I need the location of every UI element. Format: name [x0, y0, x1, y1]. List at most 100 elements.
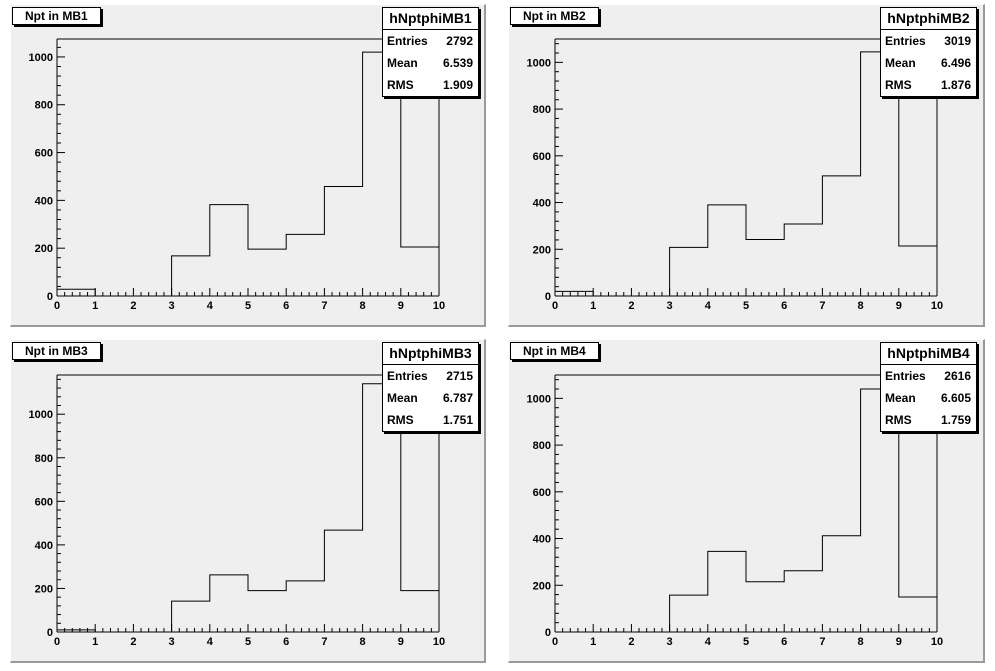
- entries-label: Entries: [885, 369, 926, 383]
- histogram-bin: [401, 247, 439, 296]
- y-tick-label: 400: [35, 540, 53, 552]
- histogram-plot-1: 0 1 2 3 4 5 6 7 8 9 10 0 200 400 600 800 1000: [29, 38, 445, 312]
- entries-value: 2616: [944, 369, 971, 383]
- x-tick-label: 7: [321, 636, 327, 648]
- histogram-bin: [210, 205, 248, 296]
- histogram-bin: [822, 536, 860, 632]
- stats-box: hNptphiMB1 Entries 2792 Mean 6.539 RMS 1.90…: [382, 7, 479, 97]
- y-tick-label: 0: [545, 291, 551, 303]
- histogram-bin: [172, 256, 210, 296]
- mean-label: Mean: [885, 56, 916, 70]
- x-tick-label: 8: [858, 300, 864, 312]
- x-tick-label: 0: [54, 300, 60, 312]
- y-tick-label: 800: [533, 440, 551, 452]
- x-tick-label: 2: [628, 636, 634, 648]
- x-tick-label: 2: [130, 300, 136, 312]
- histogram-bin: [899, 246, 937, 296]
- x-tick-label: 10: [931, 636, 943, 648]
- histogram-name: hNptphiMB4: [881, 343, 976, 365]
- entries-value: 3019: [944, 34, 971, 48]
- histogram-pad-2: 0 1 2 3 4 5 6 7 8 9 10 0 200 400 600 800 1000 Npt in MB2…: [508, 4, 985, 327]
- y-tick-label: 1000: [29, 52, 53, 64]
- x-tick-label: 7: [321, 300, 327, 312]
- rms-value: 1.909: [442, 78, 473, 92]
- x-tick-label: 3: [169, 300, 175, 312]
- histogram-bin: [746, 239, 784, 296]
- mean-value: 6.539: [442, 56, 473, 70]
- x-tick-label: 2: [628, 300, 634, 312]
- y-tick-label: 200: [533, 244, 551, 256]
- x-tick-label: 8: [360, 300, 366, 312]
- histogram-pad-4: 0 1 2 3 4 5 6 7 8 9 10 0 200 400 600 800 1000 Npt in MB4…: [508, 339, 985, 663]
- histogram-bin: [899, 597, 937, 632]
- y-tick-label: 0: [47, 627, 53, 639]
- pad-title: Npt in MB3: [12, 342, 101, 360]
- histogram-bin: [784, 571, 822, 632]
- histogram-bin: [822, 176, 860, 296]
- mean-value: 6.496: [940, 56, 971, 70]
- x-tick-label: 8: [360, 636, 366, 648]
- histogram-bin: [57, 289, 95, 296]
- x-tick-label: 3: [667, 300, 673, 312]
- y-tick-label: 200: [35, 243, 53, 255]
- histogram-pad-3: 0 1 2 3 4 5 6 7 8 9 10 0 200 400 600 800 1000 Npt in MB3…: [10, 339, 486, 663]
- y-tick-label: 800: [35, 453, 53, 465]
- y-tick-label: 600: [35, 148, 53, 160]
- x-tick-label: 5: [245, 300, 251, 312]
- x-tick-label: 6: [283, 636, 289, 648]
- entries-value: 2715: [446, 369, 473, 383]
- pad-title: Npt in MB1: [12, 7, 101, 25]
- histogram-bin: [172, 601, 210, 632]
- y-tick-label: 600: [533, 151, 551, 163]
- x-tick-label: 7: [819, 300, 825, 312]
- x-tick-label: 6: [781, 636, 787, 648]
- pad-title: Npt in MB4: [510, 342, 599, 360]
- rms-label: RMS: [885, 78, 912, 92]
- x-tick-label: 5: [743, 636, 749, 648]
- y-tick-label: 400: [35, 195, 53, 207]
- x-tick-label: 4: [705, 636, 712, 648]
- histogram-bin: [248, 591, 286, 632]
- stats-box: hNptphiMB4 Entries 2616 Mean 6.605 RMS 1.75…: [880, 342, 977, 432]
- histogram-pad-1: 0 1 2 3 4 5 6 7 8 9 10 0 200 400 600 800 1000 Npt in MB1…: [10, 4, 486, 327]
- x-tick-label: 1: [92, 300, 98, 312]
- histogram-plot-2: 0 1 2 3 4 5 6 7 8 9 10 0 200 400 600 800 1000: [527, 38, 943, 312]
- x-tick-label: 9: [398, 300, 404, 312]
- x-tick-label: 1: [92, 636, 98, 648]
- y-tick-label: 0: [545, 627, 551, 639]
- x-tick-label: 3: [667, 636, 673, 648]
- entries-label: Entries: [387, 34, 428, 48]
- x-tick-label: 7: [819, 636, 825, 648]
- histogram-bin: [784, 224, 822, 296]
- x-tick-label: 9: [896, 636, 902, 648]
- x-tick-label: 0: [54, 636, 60, 648]
- histogram-plot-4: 0 1 2 3 4 5 6 7 8 9 10 0 200 400 600 800 1000: [527, 374, 943, 648]
- mean-value: 6.605: [940, 391, 971, 405]
- stats-box: hNptphiMB2 Entries 3019 Mean 6.496 RMS 1.87…: [880, 7, 977, 97]
- x-tick-label: 8: [858, 636, 864, 648]
- x-tick-label: 9: [398, 636, 404, 648]
- x-tick-label: 3: [169, 636, 175, 648]
- histogram-bin: [324, 187, 362, 296]
- x-tick-label: 4: [705, 300, 712, 312]
- x-tick-label: 10: [931, 300, 943, 312]
- entries-label: Entries: [885, 34, 926, 48]
- rms-value: 1.876: [940, 78, 971, 92]
- histogram-bin: [324, 530, 362, 632]
- histogram-bin: [401, 591, 439, 632]
- x-tick-label: 10: [433, 300, 445, 312]
- x-tick-label: 4: [207, 300, 214, 312]
- histogram-bin: [746, 582, 784, 632]
- x-tick-label: 10: [433, 636, 445, 648]
- mean-value: 6.787: [442, 391, 473, 405]
- x-tick-label: 1: [590, 636, 596, 648]
- mean-label: Mean: [387, 56, 418, 70]
- histogram-bin: [210, 575, 248, 632]
- x-tick-label: 9: [896, 300, 902, 312]
- histogram-bin: [708, 205, 746, 296]
- y-tick-label: 1000: [29, 409, 53, 421]
- stats-box: hNptphiMB3 Entries 2715 Mean 6.787 RMS 1.75…: [382, 342, 479, 432]
- x-tick-label: 5: [743, 300, 749, 312]
- x-tick-label: 2: [130, 636, 136, 648]
- histogram-bin: [670, 595, 708, 632]
